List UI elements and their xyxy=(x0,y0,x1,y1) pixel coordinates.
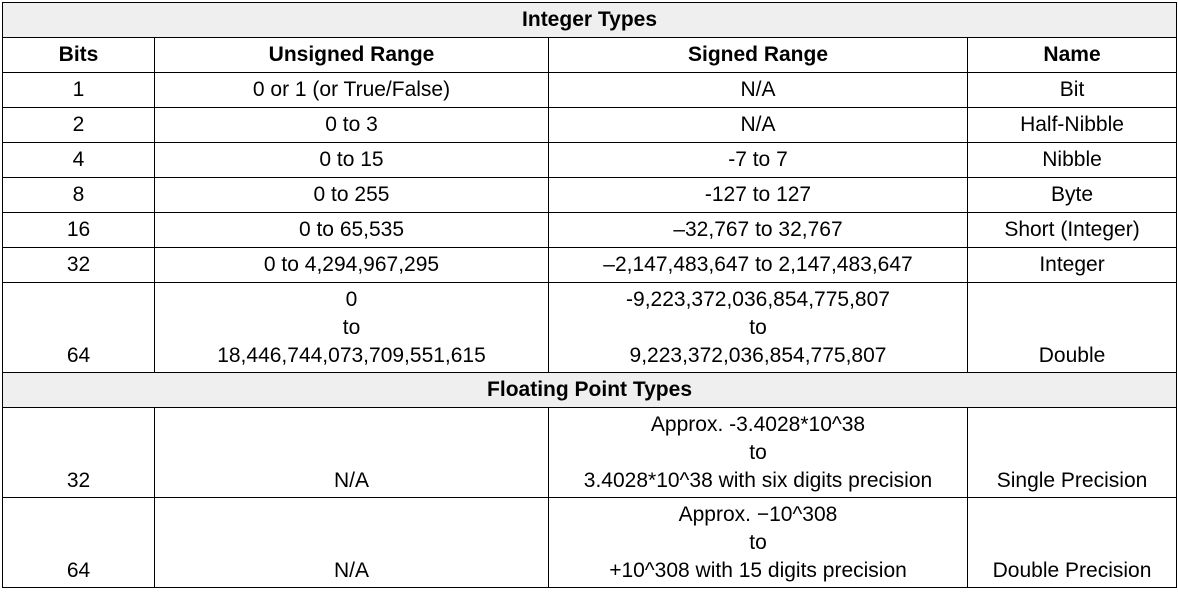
column-header-bits: Bits xyxy=(3,38,155,73)
table-row: 16 0 to 65,535 –32,767 to 32,767 Short (… xyxy=(3,213,1177,248)
cell-name: Integer xyxy=(968,248,1177,283)
cell-unsigned: 0 to 65,535 xyxy=(155,213,549,248)
cell-bits: 4 xyxy=(3,143,155,178)
table-row: 32 N/A Approx. -3.4028*10^38 to 3.4028*1… xyxy=(3,408,1177,498)
cell-line: to xyxy=(555,529,961,557)
cell-name: Half-Nibble xyxy=(968,108,1177,143)
cell-signed: Approx. −10^308 to +10^308 with 15 digit… xyxy=(549,498,968,588)
cell-name: Single Precision xyxy=(968,408,1177,498)
cell-name: Double xyxy=(968,283,1177,373)
cell-line: Approx. −10^308 xyxy=(555,501,961,529)
cell-unsigned: N/A xyxy=(155,408,549,498)
cell-name: Bit xyxy=(968,73,1177,108)
cell-signed: -9,223,372,036,854,775,807 to 9,223,372,… xyxy=(549,283,968,373)
table-row: 2 0 to 3 N/A Half-Nibble xyxy=(3,108,1177,143)
table-row: 8 0 to 255 -127 to 127 Byte xyxy=(3,178,1177,213)
cell-line: -9,223,372,036,854,775,807 xyxy=(555,286,961,314)
section-title-floating: Floating Point Types xyxy=(3,373,1177,408)
section-title-integer: Integer Types xyxy=(3,3,1177,38)
cell-line: to xyxy=(555,314,961,342)
cell-line: Approx. -3.4028*10^38 xyxy=(555,411,961,439)
column-header-unsigned: Unsigned Range xyxy=(155,38,549,73)
cell-name: Short (Integer) xyxy=(968,213,1177,248)
cell-signed: –32,767 to 32,767 xyxy=(549,213,968,248)
cell-unsigned: 0 or 1 (or True/False) xyxy=(155,73,549,108)
cell-unsigned: 0 to 15 xyxy=(155,143,549,178)
table-row: 32 0 to 4,294,967,295 –2,147,483,647 to … xyxy=(3,248,1177,283)
cell-name: Nibble xyxy=(968,143,1177,178)
table-row: 4 0 to 15 -7 to 7 Nibble xyxy=(3,143,1177,178)
column-header-signed: Signed Range xyxy=(549,38,968,73)
cell-signed: Approx. -3.4028*10^38 to 3.4028*10^38 wi… xyxy=(549,408,968,498)
table-row: 64 0 to 18,446,744,073,709,551,615 -9,22… xyxy=(3,283,1177,373)
cell-line: to xyxy=(161,314,542,342)
cell-bits: 2 xyxy=(3,108,155,143)
cell-signed: –2,147,483,647 to 2,147,483,647 xyxy=(549,248,968,283)
cell-line: 3.4028*10^38 with six digits precision xyxy=(555,467,961,495)
cell-bits: 8 xyxy=(3,178,155,213)
section-header-integer: Integer Types xyxy=(3,3,1177,38)
cell-unsigned: 0 to 3 xyxy=(155,108,549,143)
cell-line: 18,446,744,073,709,551,615 xyxy=(161,342,542,370)
cell-bits: 1 xyxy=(3,73,155,108)
cell-unsigned: 0 to 255 xyxy=(155,178,549,213)
table-row: 64 N/A Approx. −10^308 to +10^308 with 1… xyxy=(3,498,1177,588)
cell-bits: 32 xyxy=(3,248,155,283)
cell-bits: 64 xyxy=(3,498,155,588)
cell-unsigned: 0 to 4,294,967,295 xyxy=(155,248,549,283)
cell-name: Double Precision xyxy=(968,498,1177,588)
cell-signed: -127 to 127 xyxy=(549,178,968,213)
cell-bits: 32 xyxy=(3,408,155,498)
cell-bits: 64 xyxy=(3,283,155,373)
cell-line: 9,223,372,036,854,775,807 xyxy=(555,342,961,370)
data-types-table: Integer Types Bits Unsigned Range Signed… xyxy=(2,2,1177,588)
column-header-row: Bits Unsigned Range Signed Range Name xyxy=(3,38,1177,73)
cell-bits: 16 xyxy=(3,213,155,248)
cell-line: +10^308 with 15 digits precision xyxy=(555,557,961,585)
column-header-name: Name xyxy=(968,38,1177,73)
cell-signed: N/A xyxy=(549,73,968,108)
cell-unsigned: N/A xyxy=(155,498,549,588)
cell-unsigned: 0 to 18,446,744,073,709,551,615 xyxy=(155,283,549,373)
cell-name: Byte xyxy=(968,178,1177,213)
cell-line: to xyxy=(555,439,961,467)
cell-signed: -7 to 7 xyxy=(549,143,968,178)
table-row: 1 0 or 1 (or True/False) N/A Bit xyxy=(3,73,1177,108)
cell-signed: N/A xyxy=(549,108,968,143)
section-header-floating: Floating Point Types xyxy=(3,373,1177,408)
cell-line: 0 xyxy=(161,286,542,314)
